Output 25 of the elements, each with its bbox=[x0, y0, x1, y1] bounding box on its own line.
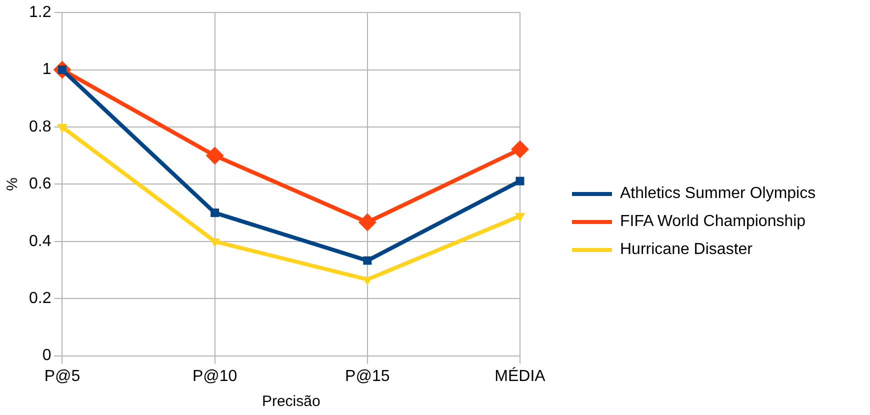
point bbox=[363, 256, 372, 265]
point bbox=[511, 140, 529, 158]
x-tick-label: P@5 bbox=[44, 368, 80, 385]
point bbox=[206, 146, 224, 165]
x-tick-label: P@15 bbox=[345, 368, 390, 385]
point bbox=[514, 212, 526, 222]
y-tick-label: 0.4 bbox=[28, 232, 52, 250]
y-tick-label: 0.8 bbox=[28, 118, 52, 136]
point bbox=[210, 208, 220, 218]
y-tick-label: 0.2 bbox=[28, 290, 52, 308]
x-tick-label: P@10 bbox=[192, 368, 238, 385]
point bbox=[358, 213, 376, 232]
y-tick-label: 1 bbox=[42, 61, 52, 78]
x-tick-label: MÉDIA bbox=[494, 366, 546, 385]
y-axis-title: % bbox=[4, 178, 22, 191]
legend-label: Athletics Summer Olympics bbox=[620, 185, 816, 203]
y-tick-label: 1.2 bbox=[28, 4, 52, 22]
point bbox=[516, 176, 524, 186]
point bbox=[57, 124, 68, 133]
x-axis-title: Precisão bbox=[262, 393, 320, 410]
y-tick-label: 0.6 bbox=[28, 176, 52, 193]
legend-label: FIFA World Championship bbox=[620, 213, 806, 231]
point bbox=[210, 238, 220, 248]
legend-label: Hurricane Disaster bbox=[620, 241, 752, 259]
y-tick-label: 0 bbox=[42, 347, 52, 364]
